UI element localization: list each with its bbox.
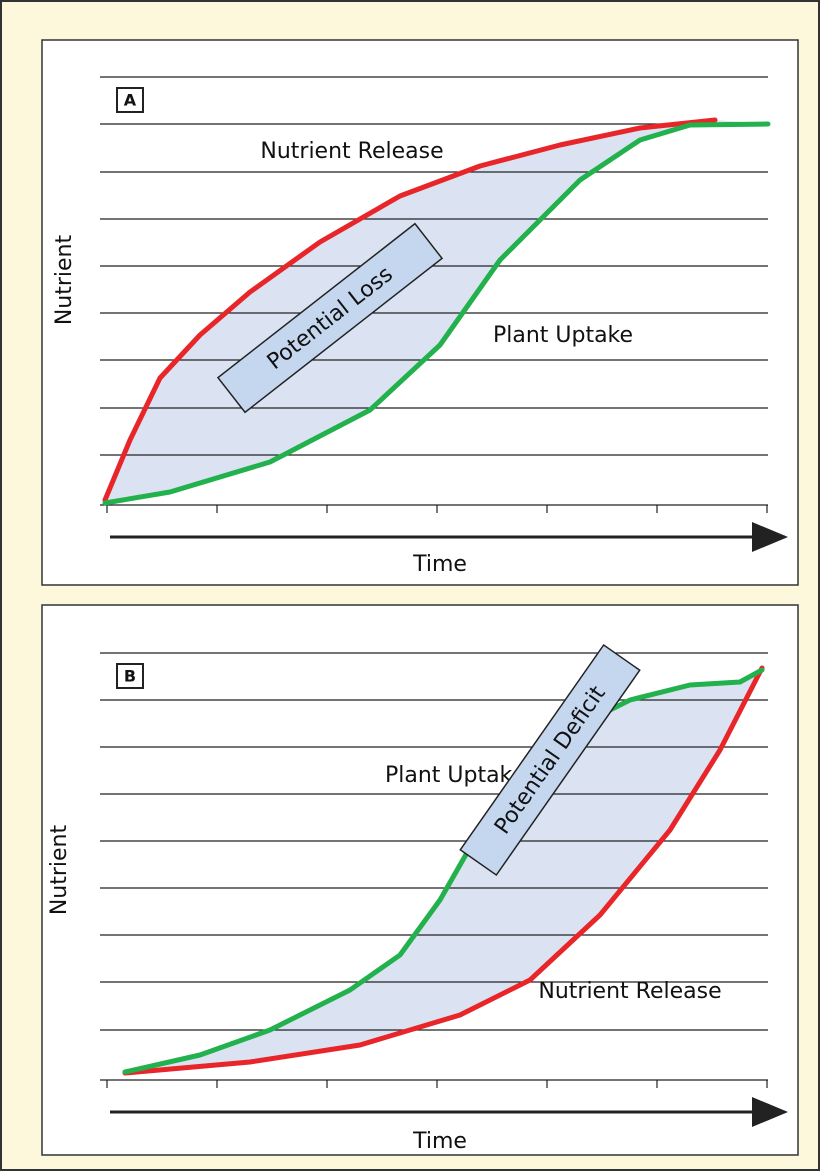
panel-label-box bbox=[116, 87, 144, 113]
x-axis-label: Time bbox=[412, 1129, 467, 1154]
release-curve bbox=[102, 117, 718, 503]
region-label-box bbox=[459, 643, 641, 877]
panel-label: A bbox=[124, 91, 137, 110]
uptake-label: Plant Uptake bbox=[385, 763, 525, 788]
uptake-label: Plant Uptake bbox=[493, 323, 633, 348]
panel-label-box bbox=[116, 663, 144, 689]
y-axis-label: Nutrient bbox=[47, 824, 72, 915]
uptake-curve bbox=[102, 121, 771, 506]
x-axis-label: Time bbox=[412, 552, 467, 577]
region-label-box bbox=[216, 222, 444, 414]
y-axis-label: Nutrient bbox=[52, 234, 77, 325]
panel: B Time Nutrient Nutrient Release Plant Uptak… bbox=[41, 604, 799, 1156]
region-fill bbox=[125, 668, 762, 1073]
release-curve bbox=[122, 665, 765, 1076]
panel: A Time Nutrient Nutrient Release Plant Uptak… bbox=[41, 39, 799, 586]
region-fill bbox=[105, 120, 768, 503]
release-label: Nutrient Release bbox=[260, 139, 443, 164]
panels: A Time Nutrient Nutrient Release Plant Uptak… bbox=[41, 39, 799, 1156]
release-label: Nutrient Release bbox=[538, 979, 721, 1004]
panel-label: B bbox=[124, 667, 136, 686]
